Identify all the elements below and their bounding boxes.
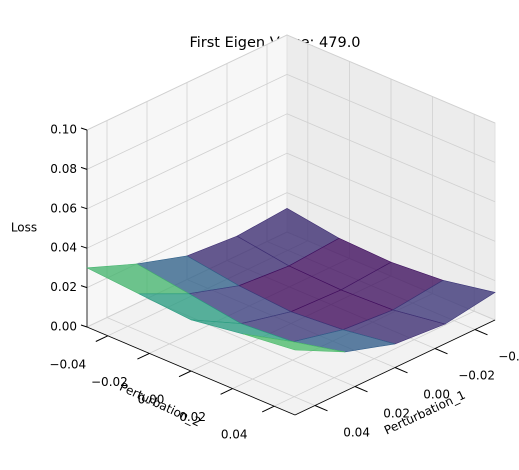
z-tick-label: 0.02 <box>50 280 77 294</box>
x-axis-line <box>294 319 496 416</box>
tick-mark <box>178 370 192 378</box>
x-tick-label: 0.00 <box>423 388 450 402</box>
grid-line <box>286 34 496 124</box>
y-tick-label: 0.04 <box>221 428 248 442</box>
grid-line <box>286 113 496 203</box>
z-tick-label: 0.08 <box>50 162 77 176</box>
surface-face <box>242 333 346 353</box>
tick-mark <box>80 206 88 210</box>
y-axis-line <box>86 326 296 416</box>
grid-line <box>286 74 496 163</box>
grid-line <box>86 152 288 249</box>
tick-mark <box>80 285 88 289</box>
tick-mark <box>474 329 488 336</box>
z-tick-label: 0.06 <box>50 201 77 215</box>
tick-mark <box>394 367 408 374</box>
tick-mark <box>314 405 328 412</box>
grid-line <box>274 310 475 407</box>
z-axis-label: Loss <box>11 221 37 235</box>
tick-mark <box>80 245 88 249</box>
grid-line <box>86 113 288 210</box>
tick-mark <box>95 335 109 342</box>
z-tick-label: 0.04 <box>50 241 77 255</box>
y-tick-label: 0.02 <box>179 410 206 424</box>
tick-mark <box>80 127 88 131</box>
grid-line <box>286 192 496 281</box>
x-tick-label: −0.02 <box>458 369 495 383</box>
tick-mark <box>80 166 88 170</box>
z-tick-label: 0.00 <box>50 320 77 334</box>
x-tick-label: 0.04 <box>343 426 370 440</box>
y-tick-label: −0.02 <box>91 375 128 389</box>
y-tick-label: −0.04 <box>49 357 86 371</box>
tick-mark <box>261 405 275 413</box>
z-tick-label: 0.10 <box>50 123 77 137</box>
tick-mark <box>354 386 368 393</box>
x-tick-label: −0.04 <box>498 350 519 364</box>
tick-mark <box>137 352 150 360</box>
tick-mark <box>220 388 233 395</box>
y-tick-label: 0.00 <box>138 393 165 407</box>
grid-line <box>86 74 288 170</box>
grid-line <box>86 34 288 131</box>
tick-mark <box>80 324 88 328</box>
grid-line <box>286 152 496 242</box>
tick-mark <box>434 348 448 355</box>
x-tick-label: 0.02 <box>383 407 410 421</box>
